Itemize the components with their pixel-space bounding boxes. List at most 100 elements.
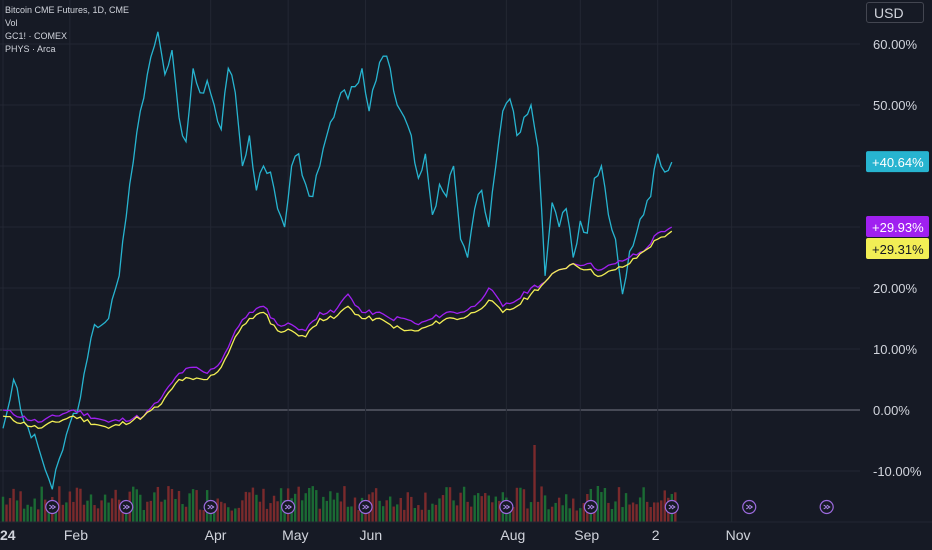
y-tick-label: 60.00%	[873, 37, 918, 52]
volume-bar	[491, 502, 494, 525]
event-marker-icon[interactable]	[203, 499, 218, 515]
volume-bar	[459, 492, 462, 525]
volume-bar	[107, 502, 110, 525]
volume-bar	[582, 503, 585, 525]
volume-bar	[29, 506, 33, 525]
volume-bar	[522, 489, 526, 525]
volume-bar	[198, 509, 202, 525]
last-value-label-btc: +40.64%	[866, 151, 929, 173]
volume-bar	[237, 507, 241, 525]
volume-bar	[103, 494, 107, 525]
volume-bar	[58, 486, 61, 525]
volume-bar	[248, 492, 251, 525]
volume-bar	[258, 501, 262, 525]
volume-bar	[417, 505, 420, 525]
legend-compare-gold[interactable]: GC1! · COMEX	[5, 31, 68, 41]
volume-bar	[455, 505, 459, 525]
y-tick-label: 20.00%	[873, 281, 918, 296]
volume-bar	[565, 494, 568, 525]
volume-bar	[117, 499, 121, 525]
volume-bar	[93, 505, 96, 525]
volume-bar	[121, 504, 124, 525]
svg-text:+29.31%: +29.31%	[872, 242, 924, 257]
volume-bar	[262, 488, 265, 525]
volume-bar	[297, 486, 300, 525]
event-marker-icon[interactable]	[281, 499, 296, 515]
x-tick-label: Apr	[205, 527, 227, 543]
volume-bar	[272, 495, 276, 525]
x-tick-label: 24	[0, 527, 16, 543]
volume-bar	[132, 486, 135, 525]
volume-bar	[47, 505, 50, 525]
legend-main-symbol[interactable]: Bitcoin CME Futures, 1D, CME	[5, 5, 130, 15]
volume-bar	[209, 506, 212, 525]
volume-bar	[477, 493, 480, 525]
volume-bar	[315, 490, 318, 525]
event-marker-icon[interactable]	[583, 499, 598, 515]
volume-bar	[65, 502, 68, 525]
volume-bar	[593, 510, 596, 525]
event-marker-icon[interactable]	[45, 499, 60, 515]
volume-bar	[332, 499, 336, 525]
series-line-btc[interactable]	[2, 31, 673, 490]
svg-text:+29.93%: +29.93%	[872, 220, 924, 235]
volume-bar	[153, 492, 156, 525]
series-line-gold[interactable]	[2, 226, 673, 423]
volume-bar	[251, 487, 255, 525]
event-marker-icon[interactable]	[119, 499, 134, 515]
x-tick-label: Sep	[574, 527, 599, 543]
volume-bar	[191, 489, 195, 525]
volume-bar	[381, 506, 385, 525]
legend-volume[interactable]: Vol	[5, 18, 18, 28]
x-tick-label: Jun	[360, 527, 383, 543]
volume-bar	[536, 501, 540, 525]
volume-bar	[624, 493, 628, 525]
volume-bar	[325, 500, 329, 525]
volume-bar	[420, 509, 424, 525]
volume-bar	[473, 495, 476, 525]
volume-bar	[82, 504, 86, 525]
volume-bar	[438, 498, 441, 525]
volume-bar	[642, 487, 645, 525]
event-marker-icon[interactable]	[499, 499, 514, 515]
volume-bar	[244, 491, 248, 525]
volume-bar	[163, 499, 167, 525]
volume-bar	[431, 503, 434, 525]
volume-bar	[462, 486, 466, 525]
legend-compare-phys[interactable]: PHYS · Arca	[5, 44, 56, 54]
volume-bar	[75, 487, 79, 525]
volume-bar	[223, 503, 226, 525]
volume-bar	[656, 502, 659, 525]
event-marker-icon[interactable]	[819, 499, 834, 515]
series-line-phys[interactable]	[2, 230, 673, 430]
volume-bar	[533, 445, 536, 525]
volume-bar	[269, 503, 272, 525]
volume-bar	[389, 496, 392, 525]
volume-bar	[44, 499, 47, 525]
event-marker-icon[interactable]	[742, 499, 757, 515]
volume-bar	[241, 500, 244, 525]
volume-bar	[79, 488, 82, 525]
event-marker-icon[interactable]	[664, 499, 679, 515]
volume-bar	[392, 506, 395, 525]
volume-bar	[550, 506, 554, 525]
volume-bar	[445, 487, 448, 525]
x-tick-label: Feb	[64, 527, 88, 543]
volume-bar	[631, 502, 635, 525]
volume-bar	[396, 504, 399, 525]
volume-bar	[96, 508, 100, 525]
y-tick-label: 50.00%	[873, 98, 918, 113]
volume-bar	[346, 506, 350, 525]
volume-bar	[336, 492, 339, 525]
volume-bar	[37, 509, 40, 525]
volume-bar	[617, 487, 621, 525]
volume-bar	[406, 492, 409, 525]
volume-bar	[216, 498, 219, 525]
event-marker-icon[interactable]	[358, 499, 373, 515]
currency-selector[interactable]: USD	[866, 2, 924, 23]
volume-bar	[540, 486, 543, 525]
volume-bar	[125, 507, 128, 525]
volume-bar	[547, 509, 550, 525]
volume-bar	[33, 498, 36, 525]
